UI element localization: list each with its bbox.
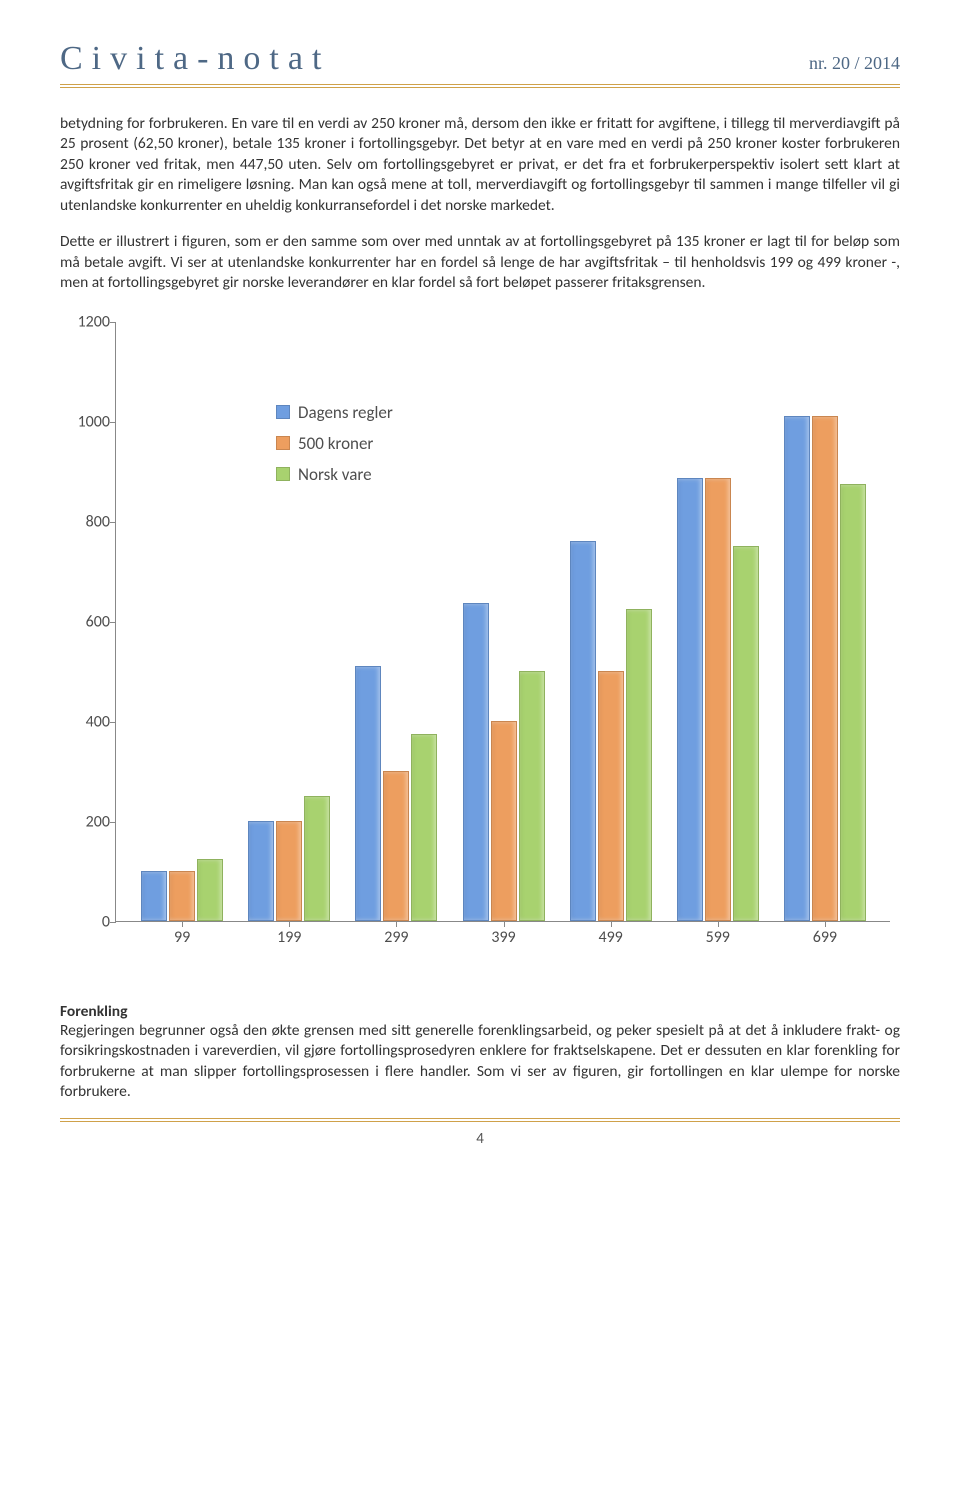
y-axis-label: 1200 [66, 312, 110, 331]
bar [519, 671, 545, 921]
legend-item: Dagens regler [276, 402, 393, 423]
bar [570, 541, 596, 921]
bar [276, 821, 302, 921]
y-axis-label: 400 [66, 712, 110, 731]
legend-swatch [276, 436, 290, 450]
x-axis-label: 599 [706, 928, 730, 947]
legend-item: 500 kroner [276, 433, 393, 454]
bar [840, 484, 866, 921]
bar [812, 416, 838, 921]
bar [677, 478, 703, 921]
page-number: 4 [60, 1130, 900, 1148]
paragraph-2: Dette er illustrert i figuren, som er de… [60, 232, 900, 293]
bar [355, 666, 381, 921]
paragraph-1: betydning for forbrukeren. En vare til e… [60, 114, 900, 216]
page-header: Civita-notat nr. 20 / 2014 [60, 40, 900, 78]
bar [491, 721, 517, 921]
y-axis-label: 200 [66, 812, 110, 831]
bar [248, 821, 274, 921]
legend-item: Norsk vare [276, 464, 393, 485]
y-axis-label: 800 [66, 512, 110, 531]
x-axis-label: 199 [277, 928, 301, 947]
x-axis-tick [718, 921, 719, 927]
legend-swatch [276, 405, 290, 419]
y-axis-tick [110, 322, 116, 323]
doc-title: Civita-notat [60, 40, 330, 78]
y-axis-label: 1000 [66, 412, 110, 431]
y-axis-label: 0 [66, 912, 110, 931]
y-axis-tick [110, 722, 116, 723]
chart-legend: Dagens regler 500 kroner Norsk vare [276, 402, 393, 495]
x-axis-tick [504, 921, 505, 927]
bar [705, 478, 731, 921]
legend-label: Dagens regler [298, 402, 393, 423]
bar [169, 871, 195, 921]
bar [626, 609, 652, 921]
chart-plot-area: Dagens regler500 kronerNorsk vare 020040… [115, 322, 890, 922]
bar [598, 671, 624, 921]
x-axis-label: 399 [491, 928, 515, 947]
x-axis-tick [825, 921, 826, 927]
paragraph-3: Regjeringen begrunner også den økte gren… [60, 1021, 900, 1103]
bar [197, 859, 223, 921]
bar [784, 416, 810, 921]
y-axis-tick [110, 822, 116, 823]
x-axis-tick [182, 921, 183, 927]
x-axis-tick [289, 921, 290, 927]
x-axis-label: 299 [384, 928, 408, 947]
bar [733, 546, 759, 921]
section-heading: Forenkling [60, 1002, 900, 1021]
x-axis-label: 699 [813, 928, 837, 947]
y-axis-label: 600 [66, 612, 110, 631]
x-axis-tick [396, 921, 397, 927]
bar [304, 796, 330, 921]
doc-issue: nr. 20 / 2014 [809, 53, 900, 74]
y-axis-tick [110, 922, 116, 923]
legend-label: Norsk vare [298, 464, 372, 485]
footer-rule [60, 1118, 900, 1122]
bar [463, 603, 489, 921]
y-axis-tick [110, 522, 116, 523]
x-axis-label: 99 [174, 928, 190, 947]
bar-chart: Dagens regler 500 kroner Norsk vare 0 200 40… [60, 312, 890, 972]
legend-swatch [276, 467, 290, 481]
y-axis-tick [110, 622, 116, 623]
bar [141, 871, 167, 921]
x-axis-tick [611, 921, 612, 927]
legend-label: 500 kroner [298, 433, 373, 454]
bar [411, 734, 437, 921]
bar [383, 771, 409, 921]
x-axis-label: 499 [598, 928, 622, 947]
header-rule [60, 84, 900, 88]
y-axis-tick [110, 422, 116, 423]
